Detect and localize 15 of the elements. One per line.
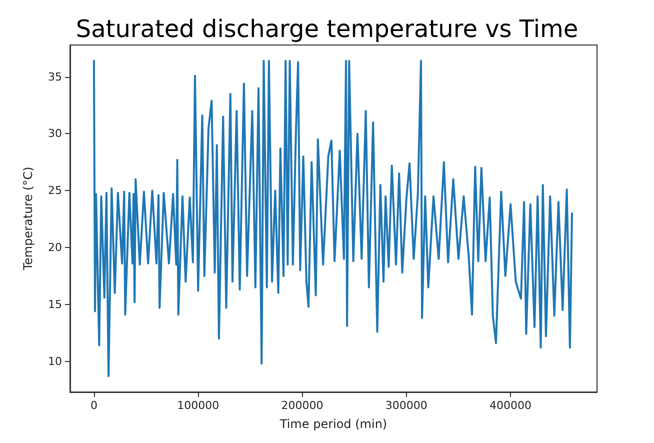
- x-axis-title: Time period (min): [278, 417, 388, 431]
- y-tick-label: 10: [48, 354, 62, 368]
- y-tick-label: 25: [48, 184, 62, 198]
- y-tick-label: 15: [48, 298, 62, 311]
- y-tick-label: 30: [48, 127, 62, 140]
- y-tick-label: 35: [48, 70, 62, 84]
- x-tick-label: 0: [90, 399, 98, 412]
- line-series: [92, 60, 574, 378]
- x-tick-label: 300000: [385, 399, 428, 412]
- y-axis-title: Temperature (°C): [21, 166, 35, 272]
- chart-title: Saturated discharge temperature vs Time: [76, 15, 578, 43]
- y-tick-label: 20: [48, 241, 62, 254]
- x-tick-label: 200000: [281, 399, 324, 412]
- x-tick-label: 400000: [490, 399, 532, 412]
- x-tick-label: 100000: [177, 399, 220, 412]
